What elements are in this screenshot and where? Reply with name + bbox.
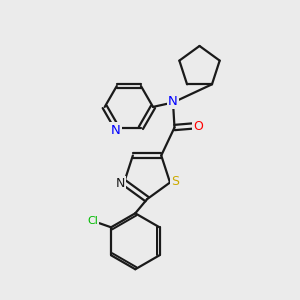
Text: S: S [171,175,179,188]
Text: N: N [168,94,178,107]
Text: N: N [110,124,120,137]
Text: N: N [116,178,125,190]
Text: O: O [194,120,204,133]
Text: Cl: Cl [87,216,98,226]
